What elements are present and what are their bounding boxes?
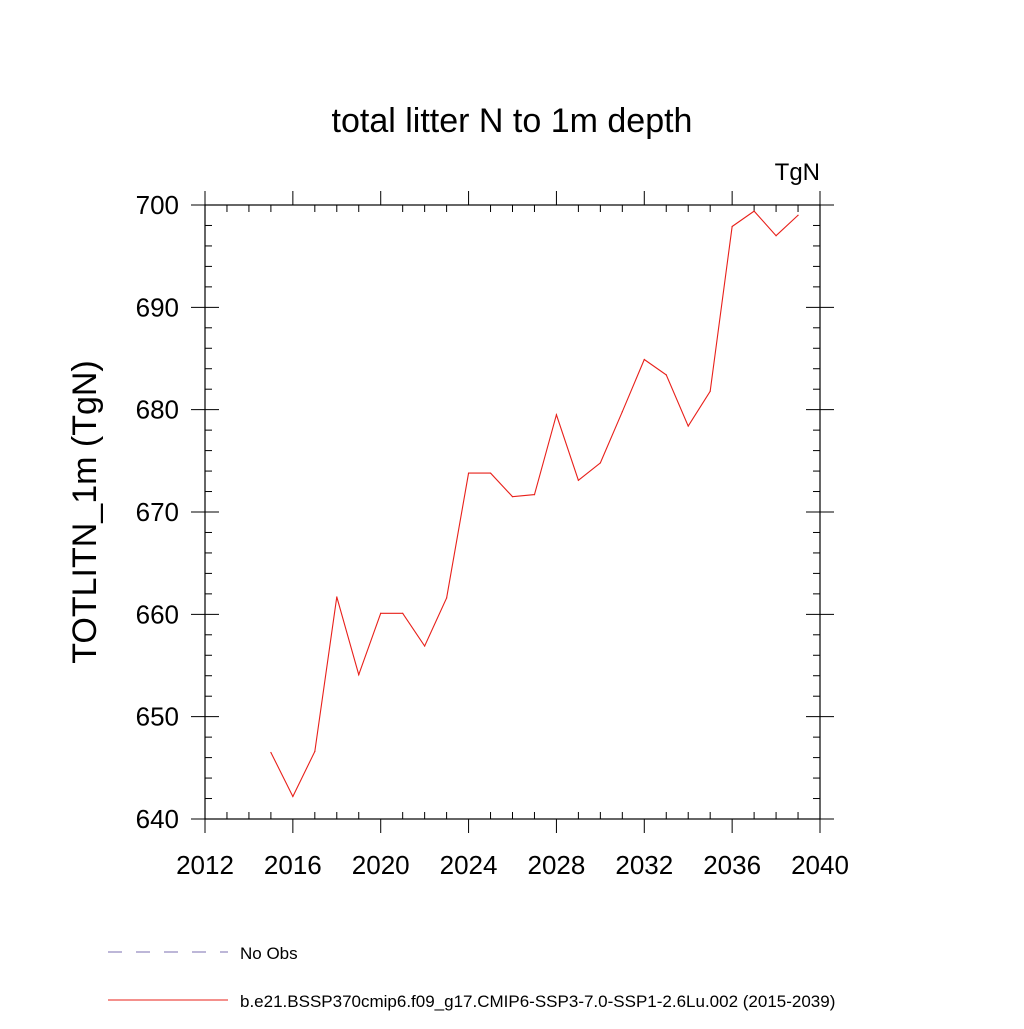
- data-point: [775, 235, 777, 237]
- data-point: [577, 479, 579, 481]
- tick-labels-layer: 2012 2016 2020 2024 2028 2032 2036 2040 640 650 66…: [136, 190, 849, 880]
- y-tick-label: 650: [136, 702, 179, 732]
- data-point: [358, 674, 360, 676]
- data-point: [446, 597, 448, 599]
- data-point: [599, 462, 601, 464]
- data-point: [489, 472, 492, 474]
- data-point: [555, 414, 558, 416]
- series-layer: [270, 210, 799, 798]
- data-point: [292, 795, 294, 798]
- data-point: [753, 210, 755, 212]
- legend-label: b.e21.BSSP370cmip6.f09_g17.CMIP6-SSP3-7.…: [240, 992, 835, 1011]
- data-point: [511, 496, 514, 498]
- legend-label: No Obs: [240, 944, 298, 963]
- x-tick-label: 2032: [615, 850, 673, 880]
- x-tick-label: 2036: [703, 850, 761, 880]
- data-point: [665, 374, 667, 376]
- x-tick-label: 2024: [440, 850, 498, 880]
- chart-title: total litter N to 1m depth: [332, 102, 693, 140]
- legend: No Obs b.e21.BSSP370cmip6.f09_g17.CMIP6-S…: [108, 944, 835, 1011]
- data-point: [270, 751, 272, 754]
- plot-frame: [204, 204, 821, 820]
- y-tick-label: 700: [136, 190, 179, 220]
- data-point: [380, 612, 382, 614]
- data-point: [424, 645, 426, 647]
- data-point: [621, 411, 623, 413]
- data-point: [314, 750, 316, 753]
- data-point: [402, 612, 404, 614]
- data-point: [533, 494, 536, 496]
- y-tick-label: 690: [136, 292, 179, 322]
- data-point: [797, 214, 799, 216]
- units-label: TgN: [775, 159, 820, 186]
- y-tick-label: 680: [136, 395, 179, 425]
- data-point: [467, 472, 470, 474]
- y-tick-label: 670: [136, 497, 179, 527]
- ticks-layer: [191, 191, 834, 833]
- data-point: [731, 225, 733, 228]
- x-tick-label: 2020: [352, 850, 410, 880]
- x-tick-label: 2012: [176, 850, 234, 880]
- x-tick-label: 2016: [264, 850, 322, 880]
- y-axis-label: TOTLITN_1m (TgN): [66, 360, 104, 664]
- series-line: [270, 210, 799, 798]
- data-point: [687, 425, 689, 427]
- x-tick-label: 2040: [791, 850, 849, 880]
- data-point: [709, 390, 711, 392]
- y-tick-label: 640: [136, 804, 179, 834]
- data-point: [336, 596, 338, 598]
- y-tick-label: 660: [136, 599, 179, 629]
- data-point: [643, 358, 645, 361]
- x-tick-label: 2028: [528, 850, 586, 880]
